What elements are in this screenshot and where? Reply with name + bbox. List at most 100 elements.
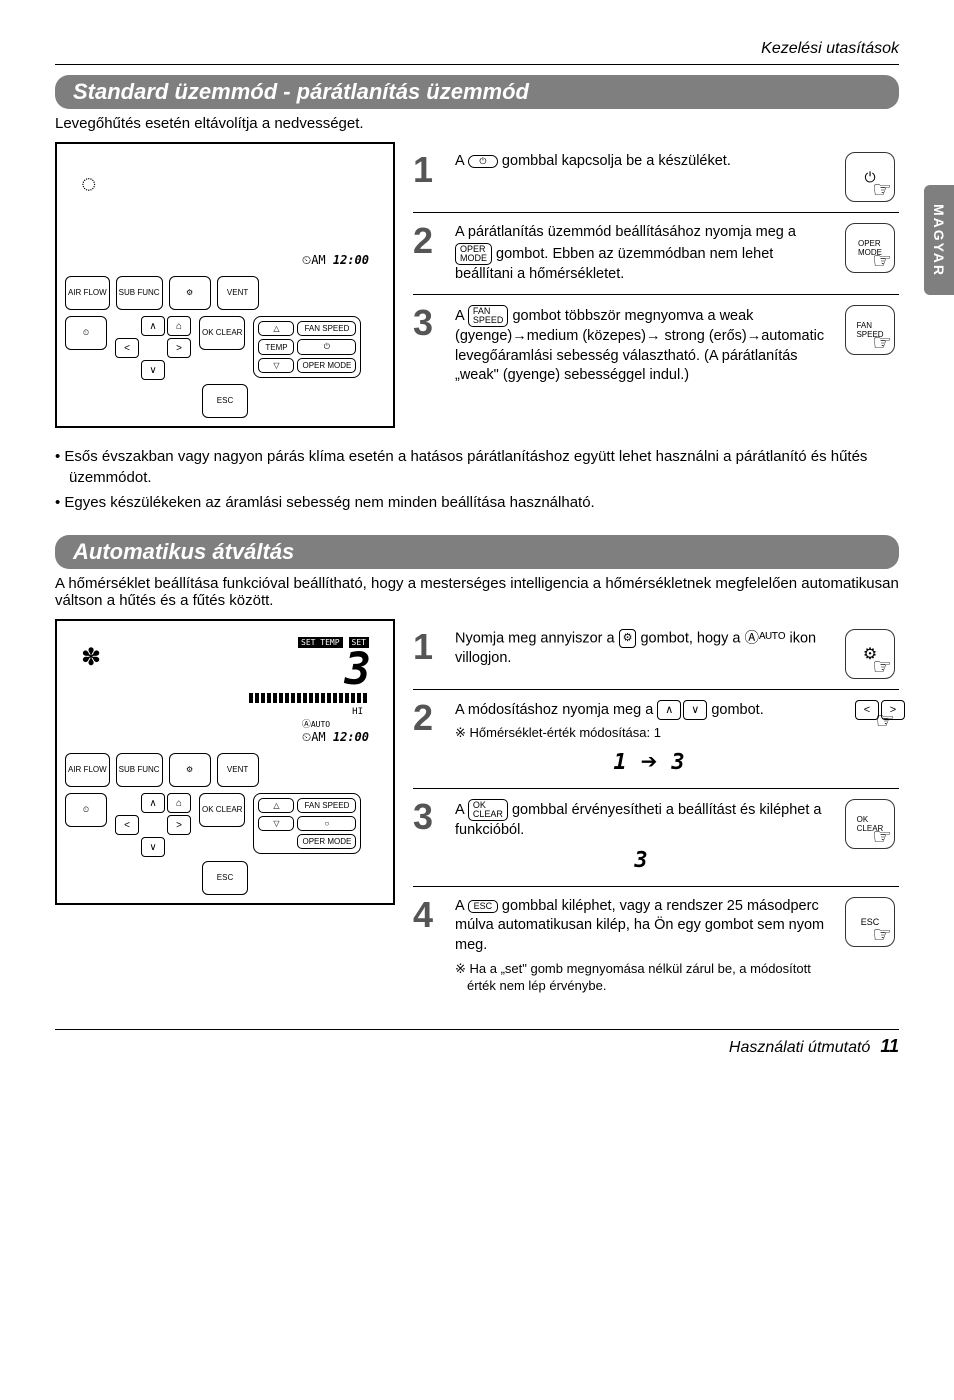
step-num: 4 (413, 897, 443, 995)
btn-gear: ⚙ (169, 276, 211, 310)
dpad: ∧⌂ < > ∨ (115, 316, 191, 380)
btn-oper: OPER MODE (297, 834, 356, 849)
btn-airflow: AIR FLOW (65, 753, 110, 787)
ok-key: OK CLEAR (468, 799, 508, 821)
digit-transition: 1 ➔ 3 (455, 748, 843, 778)
hand-lr-icon: <> (855, 700, 895, 734)
btn-esc: ESC (202, 861, 248, 895)
result-digit: 3 (455, 846, 827, 876)
oper-key: OPER MODE (455, 243, 492, 265)
gear-key: ⚙ (619, 629, 637, 648)
level-bar (249, 693, 369, 703)
dpad-right: > (167, 815, 191, 835)
btn-airflow: AIR FLOW (65, 276, 110, 310)
step-num: 1 (413, 629, 443, 679)
auto-icon: Ⓐᴬᵁᵀᴼ (744, 630, 785, 646)
snowflake-icon: ✽ (81, 643, 101, 672)
step-body: A ESC gombbal kiléphet, vagy a rendszer … (455, 897, 827, 995)
btn-temp-up: △ (258, 798, 294, 813)
section1-title: Standard üzemmód - párátlanítás üzemmód (55, 75, 899, 109)
footer-page: 11 (880, 1036, 899, 1057)
btn-home: ⌂ (167, 316, 191, 336)
hand-gear-icon: ⚙ (845, 629, 895, 679)
hand-esc-icon: ESC (845, 897, 895, 947)
hand-fan-icon: FAN SPEED (845, 305, 895, 355)
step-num: 3 (413, 305, 443, 386)
btn-okclear: OK CLEAR (199, 793, 245, 827)
right-cluster: △ FAN SPEED TEMP ⏻ ▽ OPER MODE (253, 316, 361, 378)
auto-label: AUTO (311, 720, 330, 729)
step-num: 2 (413, 700, 443, 778)
btn-subfunc: SUB FUNC (116, 276, 163, 310)
btn-power: ⏻ (297, 339, 356, 355)
fan-key: FAN SPEED (468, 305, 509, 327)
btn-timer: ⏲ (65, 793, 107, 827)
remote-illustration-2: ✽ SET TEMP SET 3 HI ⒶAUTO ⏲AM 12:00 (55, 619, 395, 905)
set-temp-badge: SET TEMP (298, 637, 343, 648)
right-cluster: △ FAN SPEED ▽ ○ OPER MODE (253, 793, 361, 854)
section2-lead: A hőmérséklet beállítása funkcióval beál… (55, 575, 899, 609)
btn-vent: VENT (217, 276, 259, 310)
clock-am: AM (311, 730, 325, 744)
updown-keys: ∧∨ (657, 700, 707, 720)
btn-vent: VENT (217, 753, 259, 787)
section2-title: Automatikus átváltás (55, 535, 899, 569)
drop-icon: ◌ (81, 168, 96, 199)
doc-header: Kezelési utasítások (55, 40, 899, 58)
language-tab-label: MAGYAR (931, 204, 947, 277)
btn-subfunc: SUB FUNC (116, 753, 163, 787)
section1-lead: Levegőhűtés esetén eltávolítja a nedvess… (55, 115, 899, 132)
step-num: 3 (413, 799, 443, 876)
hand-ok-icon: OK CLEAR (845, 799, 895, 849)
step-body: A párátlanítás üzemmód beállításához nyo… (455, 223, 827, 284)
clock-time: 12:00 (333, 253, 369, 267)
dpad-down: ∨ (141, 837, 165, 857)
bullet: • Egyes készülékeken az áramlási sebessé… (55, 492, 899, 513)
step-body: A ⏻ gombbal kapcsolja be a készüléket. (455, 152, 827, 202)
dpad-left: < (115, 338, 139, 358)
dpad-left: < (115, 815, 139, 835)
btn-temp-up: △ (258, 321, 294, 336)
btn-temp-down: ▽ (258, 816, 294, 831)
btn-esc: ESC (202, 384, 248, 418)
dpad-up: ∧ (141, 316, 165, 336)
btn-gear: ⚙ (169, 753, 211, 787)
step-body: A módosításhoz nyomja meg a ∧∨ gombot. ※… (455, 700, 843, 778)
step-note: ※ Hőmérséklet-érték módosítása: 1 (455, 724, 843, 742)
footer-title: Használati útmutató (729, 1039, 870, 1057)
btn-timer: ⏲ (65, 316, 107, 350)
btn-home: ⌂ (167, 793, 191, 813)
dpad-down: ∨ (141, 360, 165, 380)
step-note: ※ Ha a „set" gomb megnyomása nélkül záru… (455, 960, 827, 995)
btn-circle: ○ (297, 816, 356, 831)
section1-bullets: • Esős évszakban vagy nagyon párás klíma… (55, 446, 899, 513)
esc-key: ESC (468, 900, 498, 913)
hand-oper-icon: OPER MODE (845, 223, 895, 273)
btn-temp-down: ▽ (258, 358, 294, 373)
section2-steps: 1 Nyomja meg annyiszor a ⚙ gombot, hogy … (413, 619, 899, 1005)
clock-am: AM (311, 253, 325, 267)
step-num: 1 (413, 152, 443, 202)
btn-fanspeed: FAN SPEED (297, 798, 356, 813)
language-tab: MAGYAR (924, 185, 954, 295)
btn-okclear: OK CLEAR (199, 316, 245, 350)
dpad-right: > (167, 338, 191, 358)
page-footer: Használati útmutató 11 (55, 1029, 899, 1057)
btn-temp-label: TEMP (258, 339, 294, 355)
dpad-up: ∧ (141, 793, 165, 813)
step-body: A FAN SPEED gombot többször megnyomva a … (455, 305, 827, 386)
step-body: Nyomja meg annyiszor a ⚙ gombot, hogy a … (455, 629, 827, 679)
step-num: 2 (413, 223, 443, 284)
btn-oper: OPER MODE (297, 358, 356, 373)
bullet: • Esős évszakban vagy nagyon párás klíma… (55, 446, 899, 488)
big-digit: 3 (249, 648, 369, 692)
hand-power-icon: ⏻ (845, 152, 895, 202)
dpad: ∧⌂ < > ∨ (115, 793, 191, 857)
section1-steps: 1 A ⏻ gombbal kapcsolja be a készüléket.… (413, 142, 899, 396)
step-body: A OK CLEAR gombbal érvényesítheti a beál… (455, 799, 827, 876)
clock-time: 12:00 (333, 730, 369, 744)
remote-illustration-1: ◌ ⏲AM 12:00 AIR FLOW SUB FUNC ⚙ VENT ⏲ ∧… (55, 142, 395, 428)
btn-fanspeed: FAN SPEED (297, 321, 356, 336)
power-key: ⏻ (468, 155, 498, 168)
header-rule (55, 64, 899, 65)
